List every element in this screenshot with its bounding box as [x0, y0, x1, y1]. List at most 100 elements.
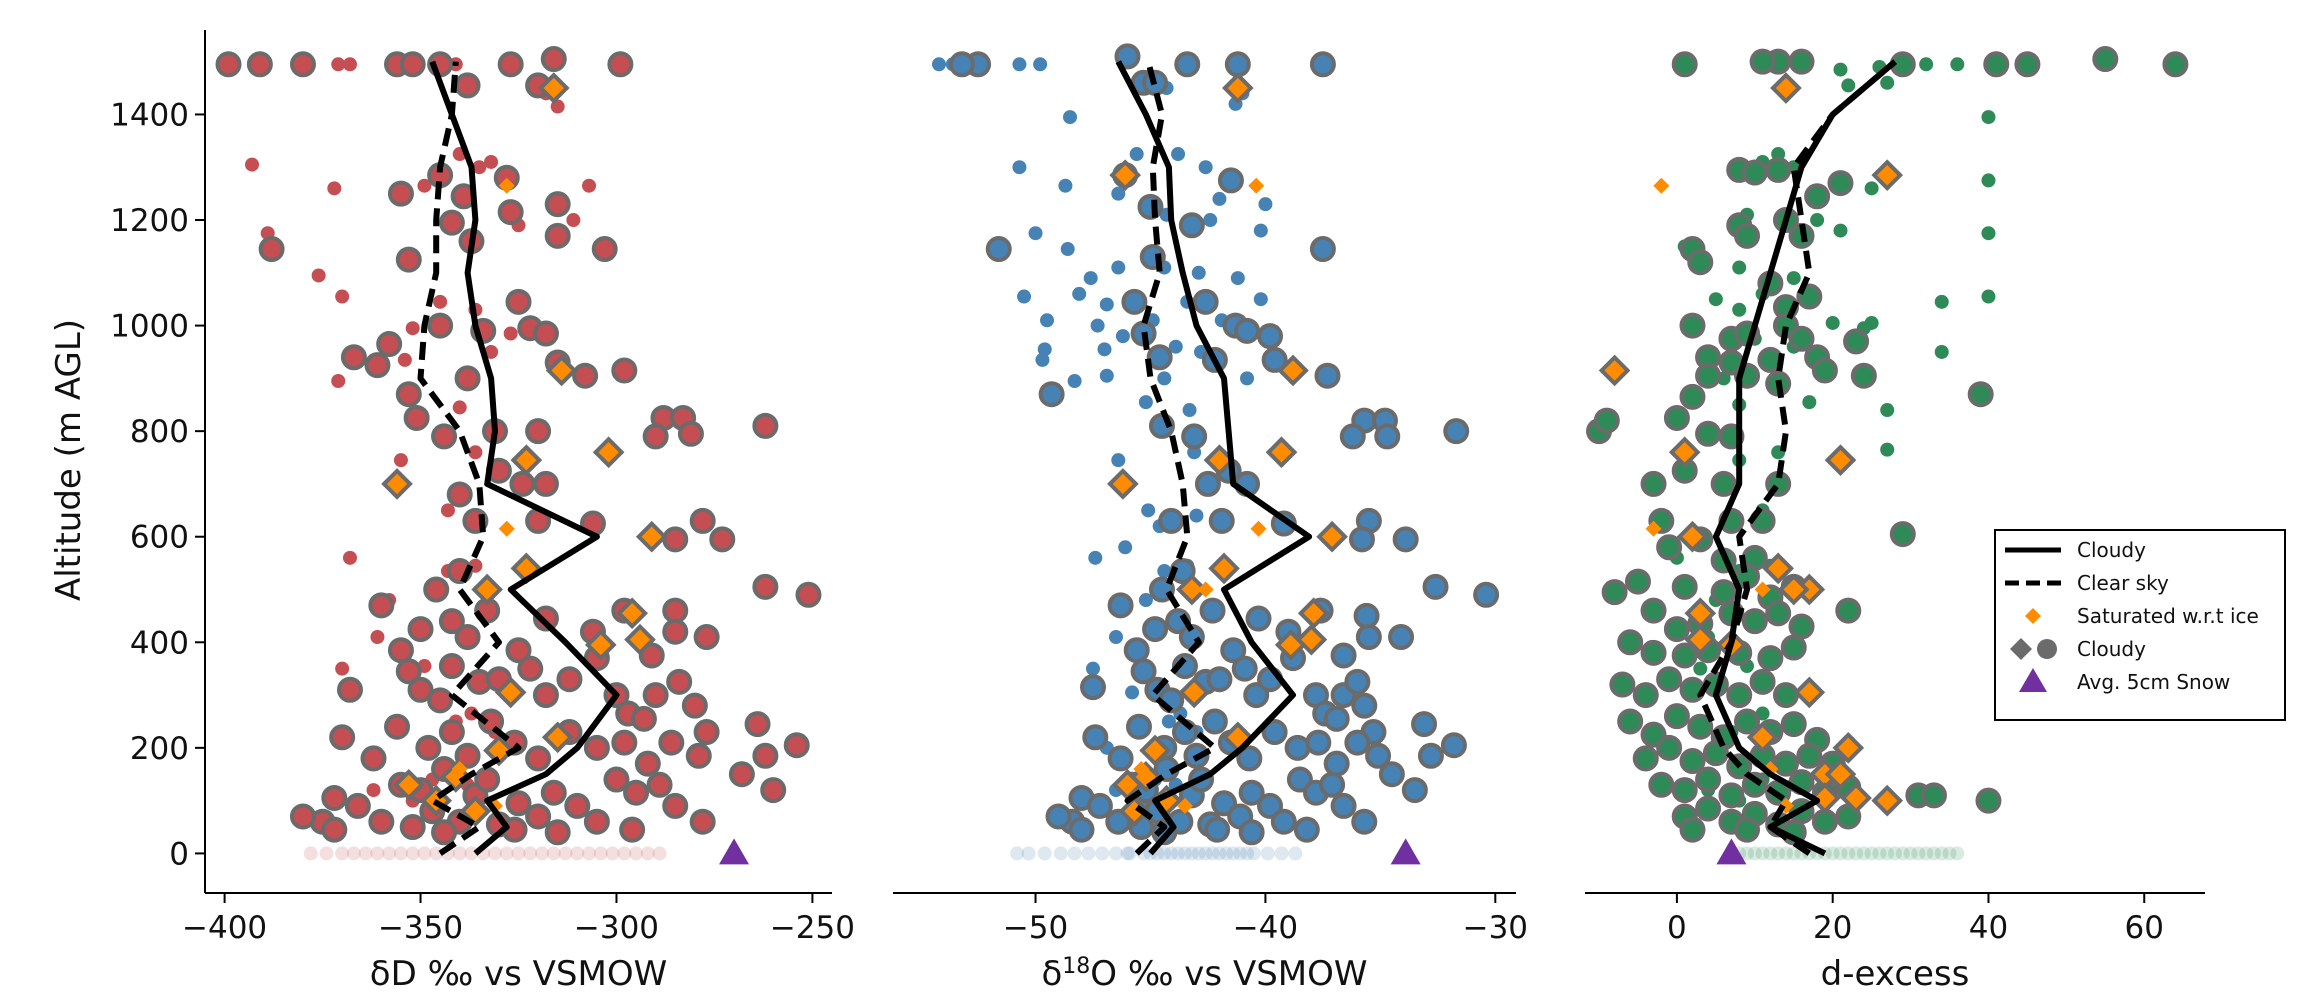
saturated-cloudy-diamond [584, 629, 617, 661]
cloudy-point [1718, 782, 1745, 809]
clear-sky-point [1810, 213, 1825, 228]
saturated-clear-diamond [1653, 177, 1670, 194]
cloudy-point [1473, 581, 1500, 608]
cloudy-point [1411, 711, 1438, 738]
clear-sky-point [1058, 178, 1073, 193]
cloudy-point [540, 46, 567, 73]
clear-sky-point [1258, 197, 1273, 212]
cloudy-point [677, 420, 704, 447]
cloudy-point [689, 507, 716, 534]
cloudy-point [258, 236, 285, 263]
cloudy-point [1422, 573, 1449, 600]
cloudy-point [2092, 46, 2119, 73]
cloudy-point [783, 732, 810, 759]
cloudy-point [505, 790, 532, 817]
saturated-cloudy-diamond [635, 520, 668, 553]
surface-point [346, 846, 361, 861]
cloudy-point [532, 470, 559, 497]
clear-sky-point [1138, 593, 1153, 608]
surface-point [1037, 846, 1052, 861]
snow-marker [719, 838, 750, 865]
cloudy-point [1772, 750, 1799, 777]
cloudy-point [709, 526, 736, 553]
cloudy-point [1344, 668, 1371, 695]
surface-point [429, 846, 444, 861]
surface-point [1833, 846, 1848, 861]
surface-point [1157, 846, 1172, 861]
cloudy-point [525, 418, 552, 445]
cloudy-point [1695, 795, 1722, 822]
surface-point [487, 846, 502, 861]
cloudy-point [583, 734, 610, 761]
cloudy-point [540, 779, 567, 806]
cloudy-point [1158, 507, 1185, 534]
saturated-cloudy-diamond [1762, 552, 1794, 585]
clear-sky-point [1028, 226, 1043, 241]
clear-sky-point [1012, 160, 1027, 175]
saturated-clear-diamond [479, 581, 496, 598]
cloudy-point [1734, 222, 1761, 249]
cloudy-point [1656, 666, 1683, 693]
cloudy-point [1765, 156, 1792, 183]
cloudy-point [1679, 816, 1706, 843]
clear-sky-point [1230, 271, 1245, 286]
cloudy-point [368, 592, 395, 619]
saturated-cloudy-diamond [545, 354, 578, 387]
cloudy-point [1142, 616, 1169, 643]
saturated-cloudy-diamond [1316, 520, 1348, 553]
cloudy-point [1107, 745, 1134, 772]
cloudy-point [1788, 48, 1815, 75]
cloudy-point [1245, 605, 1272, 632]
saturated-cloudy-diamond [483, 734, 515, 767]
surface-point [1950, 846, 1965, 861]
saturated-cloudy-diamond [1840, 782, 1872, 814]
cloudy-point [1695, 362, 1722, 389]
cloudy-point [454, 72, 481, 99]
cloudy-point [517, 655, 544, 682]
saturated-cloudy-diamond [1598, 354, 1631, 387]
cloudy-point [438, 608, 465, 635]
cloudy-point [1224, 51, 1251, 78]
cloudy-point [289, 803, 316, 830]
cloudy-point [948, 51, 975, 78]
clear-sky-point [1161, 714, 1176, 729]
cloudy-point [1695, 766, 1722, 793]
cloudy-point [1339, 423, 1366, 450]
cloudy-point [1080, 674, 1107, 701]
cloudy-point [642, 682, 669, 709]
surface-point [1288, 846, 1303, 861]
cloudy-point [1656, 734, 1683, 761]
clear-sky-point [1125, 685, 1140, 700]
cloudy-point [1123, 637, 1150, 664]
clear-sky-point [1111, 260, 1126, 275]
clear-sky-point [327, 181, 342, 196]
cloudy-profile-line [429, 60, 620, 856]
cloudy-point [1114, 43, 1141, 70]
clear-sky-point [582, 178, 597, 193]
clear-sky-point [1981, 289, 1996, 304]
cloudy-point [1353, 602, 1380, 629]
clear-sky-point [1012, 57, 1027, 72]
cloudy-point [1194, 470, 1221, 497]
cloudy-point [1734, 816, 1761, 843]
surface-point [1841, 846, 1856, 861]
x-tick-label: 20 [1813, 910, 1852, 946]
clear-sky-point [1981, 110, 1996, 125]
cloudy-point [2014, 51, 2041, 78]
cloudy-point [642, 423, 669, 450]
saturated-cloudy-diamond [1222, 72, 1254, 104]
x-tick-label: −250 [770, 910, 855, 946]
cloudy-point [1726, 682, 1753, 709]
saturated-cloudy-diamond [624, 623, 656, 656]
cloudy-point [1309, 51, 1336, 78]
saturated-clear-diamond [1250, 520, 1267, 537]
surface-point [1184, 846, 1199, 861]
saturated-cloudy-diamond [1295, 623, 1328, 656]
clear-sky-point [366, 783, 381, 798]
x-axis-label: δ18O ‰ vs VSMOW [1041, 954, 1367, 995]
saturated-cloudy-diamond [1809, 782, 1841, 814]
cloudy-point [1392, 526, 1419, 553]
cloudy-point [1388, 624, 1415, 651]
cloudy-point [438, 719, 465, 746]
surface-point [1895, 846, 1910, 861]
